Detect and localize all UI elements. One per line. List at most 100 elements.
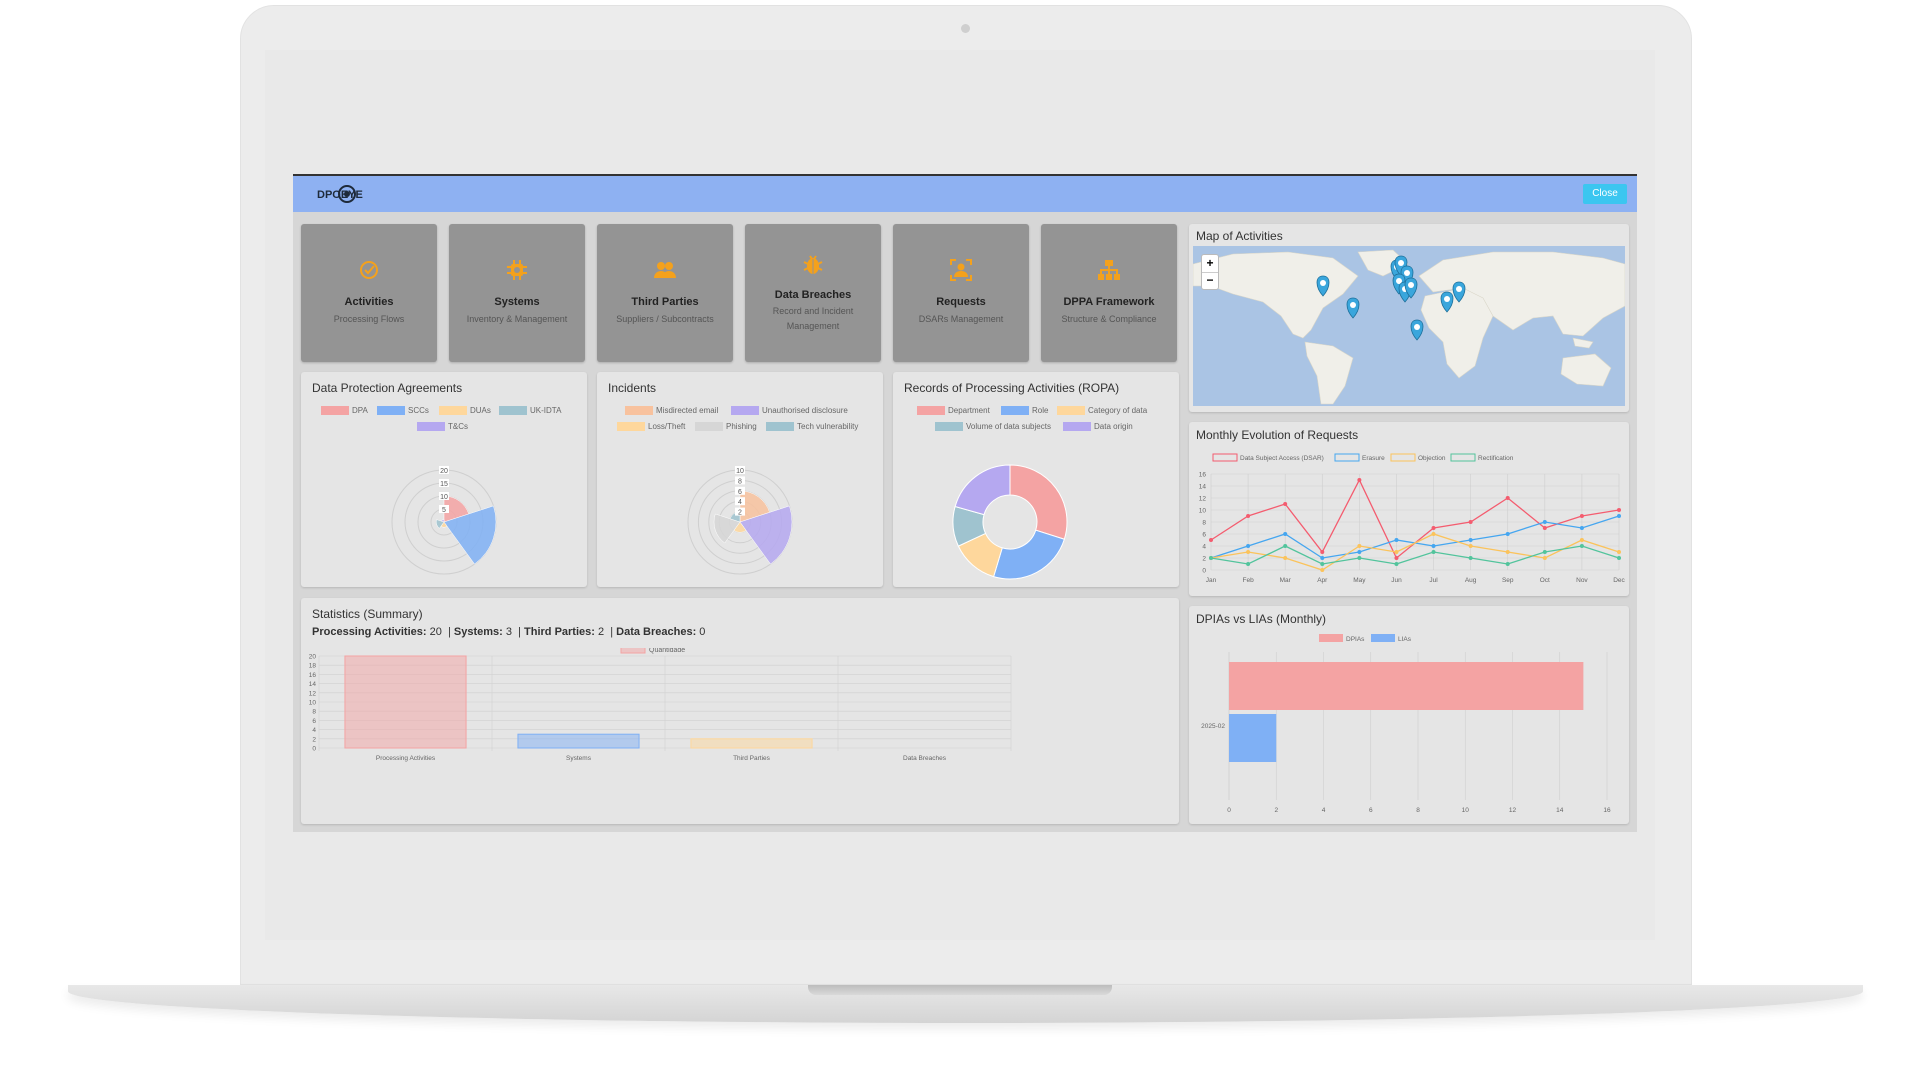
tile-requests[interactable]: Requests DSARs Management [893, 224, 1029, 362]
series-point [1579, 544, 1584, 548]
tile-systems[interactable]: Systems Inventory & Management [449, 224, 585, 362]
legend-item[interactable]: Tech vulnerability [766, 422, 858, 432]
legend-item[interactable]: Data origin [1063, 422, 1133, 432]
series-point [1505, 562, 1510, 566]
x-tick-label: 12 [1509, 807, 1517, 814]
series-point [1246, 514, 1251, 518]
series-point [1542, 526, 1547, 530]
y-tick-label: 4 [1202, 544, 1206, 551]
y-tick-label: 2 [1202, 556, 1206, 563]
polar-tick-bg [439, 505, 449, 513]
tile-dppa-framework[interactable]: DPPA Framework Structure & Compliance [1041, 224, 1177, 362]
tile-subtitle: Inventory & Management [466, 314, 568, 324]
x-tick-label: Oct [1540, 577, 1550, 584]
series-point [1320, 562, 1325, 566]
requests-title: Monthly Evolution of Requests [1196, 428, 1359, 442]
y-tick-label: 6 [1202, 532, 1206, 539]
x-tick-label: 10 [1462, 807, 1470, 814]
dpia-panel: DPIAs vs LIAs (Monthly) DPIAs LIAs 0 2 4 6 8 10… [1189, 606, 1629, 824]
legend-item[interactable]: DUAs [439, 406, 491, 416]
x-tick-label: 6 [1369, 807, 1373, 814]
camera-icon [961, 24, 970, 33]
series-point [1505, 496, 1510, 500]
legend-item[interactable]: Category of data [1057, 406, 1147, 416]
polar-tick-bg [439, 466, 449, 474]
series-point [1394, 550, 1399, 554]
legend-item[interactable]: Phishing [695, 422, 757, 432]
tile-data-breaches[interactable]: Data Breaches Record and Incident Manage… [745, 224, 881, 362]
incidents-polar-chart: 2 4 6 8 10 [687, 466, 793, 575]
series-point [1579, 538, 1584, 542]
legend-swatch [1319, 634, 1343, 642]
zoom-out-button[interactable]: − [1206, 273, 1214, 287]
agreements-title: Data Protection Agreements [312, 381, 463, 395]
legend-item[interactable]: SCCs [377, 406, 429, 416]
legend-item[interactable]: Loss/Theft [617, 422, 685, 432]
dpia-bar [1229, 662, 1584, 710]
polar-tick-bg [735, 486, 745, 495]
x-tick-label: Mar [1280, 577, 1292, 584]
dpia-bar-chart: DPIAs LIAs 0 2 4 6 8 10 12 14 16 2025-02 [1201, 634, 1611, 814]
legend-item[interactable]: DPA [321, 406, 368, 416]
series-point [1209, 538, 1213, 542]
tile-third-parties[interactable]: Third Parties Suppliers / Subcontracts [597, 224, 733, 362]
x-tick-label: Jul [1429, 577, 1438, 584]
close-button[interactable]: Close [1583, 184, 1627, 204]
legend-swatch [1450, 453, 1476, 462]
legend-swatch [1390, 453, 1416, 462]
y-tick-label: 14 [309, 681, 317, 688]
series-point [1617, 556, 1621, 560]
incidents-panel: Incidents Misdirected email Unauthorised… [597, 372, 883, 587]
series-point [1431, 550, 1436, 554]
tile-title: Requests [936, 296, 986, 308]
doughnut-segment [992, 529, 1065, 580]
tile-subtitle: Record and Incident Management [772, 306, 854, 331]
x-tick-label: Feb [1242, 577, 1254, 584]
polar-tick-label: 2 [738, 510, 742, 517]
y-tick-label: 16 [1199, 472, 1207, 479]
series-point [1431, 532, 1436, 536]
stats-bar [344, 655, 467, 749]
y-tick-label: 8 [312, 709, 316, 716]
polar-tick-bg [439, 479, 449, 487]
series-point [1579, 514, 1584, 518]
tile-title: Third Parties [631, 296, 699, 308]
incidents-title: Incidents [608, 381, 657, 395]
tile-activities[interactable]: Activities Processing Flows [301, 224, 437, 362]
legend-item[interactable]: Department [917, 406, 990, 416]
polar-tick-bg [735, 497, 745, 506]
series-line [1210, 545, 1620, 565]
x-tick-label: 16 [1603, 807, 1611, 814]
legend-item[interactable]: Role [1001, 406, 1048, 416]
polar-tick-label: 8 [738, 478, 742, 485]
tile-title: DPPA Framework [1063, 296, 1155, 308]
stats-bar-chart: Quantidade 0 2 4 6 8 10 12 14 16 18 20 Processing Ac… [309, 648, 1012, 762]
series-point [1505, 550, 1510, 554]
stats-bar [690, 738, 813, 749]
zoom-in-button[interactable]: + [1202, 255, 1218, 273]
series-point [1468, 538, 1473, 542]
y-tick-label: 4 [312, 727, 316, 734]
x-tick-label: Processing Activities [376, 755, 436, 762]
dpoeye-logo-icon: DPOEYE [317, 185, 363, 203]
world-map[interactable] [1193, 246, 1625, 406]
series-point [1320, 568, 1325, 572]
tile-title: Systems [494, 296, 540, 308]
y-tick-label: 10 [309, 700, 317, 707]
x-tick-label: 4 [1322, 807, 1326, 814]
legend-item[interactable]: Unauthorised disclosure [731, 406, 848, 416]
series-point [1542, 550, 1547, 554]
legend-item[interactable]: Misdirected email [625, 406, 718, 416]
y-tick-label: 2025-02 [1201, 723, 1225, 730]
legend-item[interactable]: T&Cs [417, 422, 468, 432]
legend-item[interactable]: UK-IDTA [499, 406, 561, 416]
legend-swatch [620, 648, 646, 654]
series-point [1246, 550, 1251, 554]
legend-label: Objection [1418, 455, 1446, 462]
polar-tick-label: 4 [738, 499, 742, 506]
stats-summary: Processing Activities: 20 | Systems: 3 |… [312, 626, 706, 638]
agreements-polar-chart: 5 10 15 20 [391, 466, 497, 575]
legend-item[interactable]: Volume of data subjects [935, 422, 1051, 432]
series-point [1431, 544, 1436, 548]
app-screen: DPOEYE Close Activities Processing Flows… [293, 174, 1637, 832]
